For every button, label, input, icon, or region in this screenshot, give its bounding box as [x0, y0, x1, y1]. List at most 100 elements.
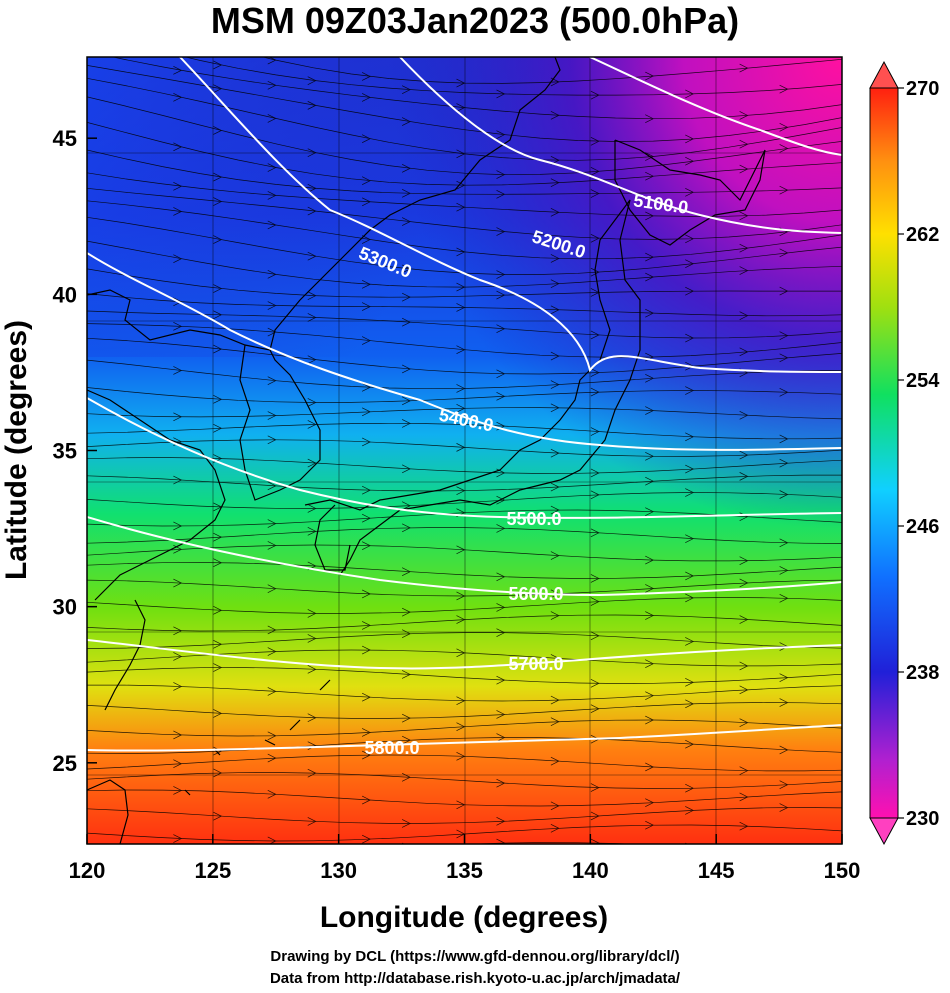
wind-arrowhead [496, 733, 506, 742]
wind-arrowhead [361, 383, 371, 392]
wind-arrowhead [550, 611, 560, 620]
contour-label-5700: 5700.0 [508, 654, 563, 674]
wind-arrowhead [779, 84, 789, 94]
wind-arrowhead [307, 251, 317, 261]
wind-arrowhead [401, 264, 411, 274]
wind-arrowhead [779, 185, 789, 195]
wind-arrowhead [739, 164, 749, 174]
wind-arrowhead [739, 111, 749, 120]
wind-arrowhead [685, 806, 695, 815]
colorbar-top-arrow [869, 60, 899, 89]
wind-arrowhead [645, 272, 655, 282]
y-tick-label: 40 [53, 282, 77, 307]
wind-arrowhead [645, 171, 655, 181]
colorbar-tick-label: 254 [906, 370, 940, 392]
wind-arrowhead [361, 72, 371, 81]
wind-arrowhead [267, 80, 277, 90]
wind-arrowhead [496, 675, 506, 685]
wind-arrowhead [779, 248, 789, 258]
wind-arrowhead [645, 451, 655, 461]
wind-arrowhead [456, 78, 466, 88]
wind-arrowhead [550, 823, 560, 833]
wind-arrowhead [213, 746, 223, 756]
wind-arrowhead [590, 387, 600, 397]
wind-arrowhead [779, 434, 789, 444]
wind-arrowhead [590, 90, 600, 100]
wind-arrowhead [590, 368, 600, 377]
wind-arrowhead [550, 505, 560, 515]
wind-arrowhead [645, 152, 655, 161]
wind-arrowhead [590, 704, 600, 714]
wind-arrowhead [401, 117, 411, 126]
wind-arrowhead [267, 625, 277, 635]
wind-arrowhead [685, 534, 695, 543]
wind-arrowhead [456, 345, 466, 355]
wind-arrowhead [685, 286, 695, 296]
wind-arrowhead [307, 458, 317, 468]
wind-arrowhead [550, 380, 560, 389]
wind-arrowhead [779, 538, 789, 548]
wind-arrowhead [401, 567, 411, 577]
wind-arrowhead [361, 197, 371, 207]
wind-arrowhead [361, 93, 371, 102]
wind-arrowhead [267, 163, 277, 172]
wind-arrowhead [267, 191, 277, 200]
wind-arrowhead [779, 458, 789, 468]
wind-arrowhead [401, 735, 411, 745]
wind-arrowhead [739, 410, 749, 420]
wind-arrowhead [361, 589, 371, 599]
wind-arrowhead [173, 834, 183, 843]
wind-arrowhead [550, 111, 560, 120]
wind-arrowhead [401, 189, 411, 198]
wind-arrowhead [267, 270, 277, 279]
wind-arrowhead [307, 355, 317, 364]
wind-arrowhead [456, 486, 466, 495]
wind-arrowhead [739, 450, 749, 460]
wind-arrowhead [550, 801, 560, 811]
wind-arrowhead [685, 89, 695, 99]
wind-arrowhead [361, 235, 371, 244]
wind-arrowhead [213, 639, 223, 649]
wind-arrowhead [401, 819, 411, 828]
wind-arrowhead [173, 759, 183, 769]
wind-arrowhead [779, 353, 789, 363]
wind-arrowhead [213, 126, 223, 135]
contour-label-5800: 5800.0 [364, 738, 419, 758]
wind-arrowhead [645, 762, 655, 772]
wind-arrowhead [590, 167, 600, 176]
wind-arrowhead [456, 202, 466, 212]
wind-arrowhead [213, 197, 223, 206]
wind-arrowhead [456, 800, 466, 810]
wind-arrowhead [173, 626, 183, 636]
wind-arrowhead [267, 687, 277, 696]
colorbar-scale [869, 87, 899, 819]
wind-arrowhead [685, 134, 695, 144]
wind-arrowhead [307, 504, 317, 513]
wind-arrowhead [213, 395, 223, 404]
wind-arrowhead [496, 369, 506, 379]
wind-arrowhead [456, 615, 466, 624]
wind-arrowhead [685, 739, 695, 749]
wind-arrowhead [739, 821, 749, 831]
wind-arrowhead [645, 659, 655, 669]
wind-arrowhead [456, 648, 466, 658]
wind-arrowhead [173, 92, 183, 102]
wind-arrowhead [739, 472, 749, 481]
x-tick-label: 130 [320, 858, 357, 883]
wind-arrowhead [401, 713, 411, 723]
contour-label-5600: 5600.0 [508, 584, 563, 604]
wind-arrowhead [307, 527, 317, 536]
wind-arrowhead [173, 181, 183, 191]
wind-arrowhead [645, 373, 655, 383]
colorbar-tick-label: 230 [906, 808, 939, 830]
wind-arrowhead [401, 670, 411, 679]
plot-area: 5100.0 5200.0 5300.0 5400.0 5500.0 5600.… [87, 57, 842, 844]
wind-arrowhead [401, 501, 411, 511]
wind-arrowhead [496, 324, 506, 334]
wind-arrowhead [361, 302, 371, 311]
wind-arrowhead [550, 208, 560, 217]
wind-arrowhead [361, 280, 371, 289]
wind-arrowhead [173, 297, 183, 307]
wind-arrowhead [550, 482, 560, 492]
wind-arrowhead [361, 692, 371, 702]
